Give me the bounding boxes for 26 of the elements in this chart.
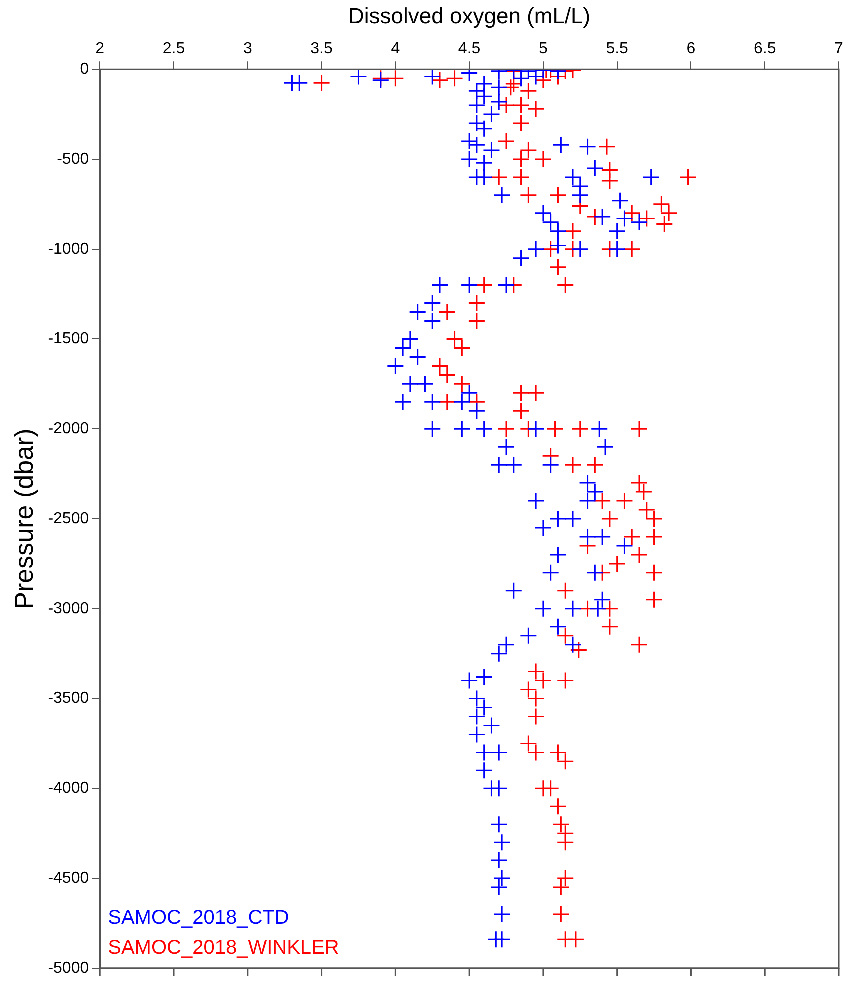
x-tick-label: 6 <box>686 40 696 58</box>
y-tick-label: -2500 <box>48 510 90 528</box>
x-tick-label: 7 <box>834 40 844 58</box>
y-tick-label: -2000 <box>48 420 90 438</box>
y-tick-label: -500 <box>57 150 90 168</box>
x-tick-label: 6.5 <box>754 40 776 58</box>
y-tick-label: -3000 <box>48 600 90 618</box>
text: SAMOC_2018_CTD <box>108 906 290 929</box>
text: SAMOC_2018_WINKLER <box>108 936 340 959</box>
x-tick-label: 2 <box>96 40 105 58</box>
x-tick-label: 3 <box>243 40 252 58</box>
x-tick-label: 2.5 <box>162 40 186 58</box>
x-tick-label: 5.5 <box>606 40 629 58</box>
y-tick-label: -1500 <box>48 330 90 348</box>
y-tick-label: -4500 <box>48 870 90 887</box>
x-axis-title: Dissolved oxygen (mL/L) <box>348 3 591 28</box>
y-tick-label: -5000 <box>48 960 90 977</box>
x-tick-label: 3.5 <box>310 40 334 58</box>
y-tick-label: -4000 <box>48 780 90 798</box>
x-tick-label: 4.5 <box>458 40 481 58</box>
x-tick-label: 4 <box>391 40 400 58</box>
y-axis-title: Pressure (dbar) <box>8 428 39 610</box>
y-tick-label: -1000 <box>48 240 90 258</box>
x-tick-label: 5 <box>538 40 548 58</box>
y-tick-label: -3500 <box>48 690 90 708</box>
y-tick-label: 0 <box>80 61 90 78</box>
